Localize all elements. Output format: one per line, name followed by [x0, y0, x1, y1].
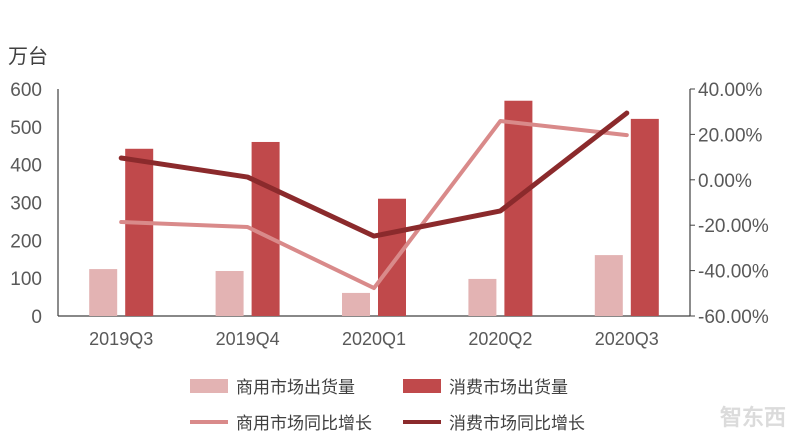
line-consumer-growth: [118, 110, 630, 239]
bar-consumer: [125, 148, 154, 316]
y-left-tick-label: 500: [10, 118, 42, 139]
legend-swatch: [403, 378, 441, 393]
y-right-tick-label: -60.00%: [698, 307, 769, 328]
bar-consumer: [504, 100, 533, 316]
y-right-tick-label: 20.00%: [698, 125, 763, 146]
y-left-tick-label: 200: [10, 231, 42, 252]
y-left-tick-label: 300: [10, 194, 42, 215]
x-tick-label: 2019Q4: [216, 329, 280, 349]
y-right-tick-label: 40.00%: [698, 80, 763, 101]
legend-item-1: 消费市场出货量: [403, 373, 568, 398]
bar-commercial: [594, 255, 623, 316]
bar-consumer: [378, 198, 406, 316]
legend-label: 商用市场同比增长: [236, 414, 372, 434]
line-commercial-growth: [119, 119, 629, 291]
bar-consumer: [630, 118, 659, 316]
y-right-tick-label: -20.00%: [698, 216, 769, 237]
y-left-tick-label: 0: [31, 307, 42, 328]
legend-item-2: 商用市场同比增长: [190, 409, 372, 434]
y-right-tick-label: -40.00%: [698, 262, 769, 283]
bar-commercial: [468, 278, 497, 316]
bar-commercial: [89, 269, 118, 316]
y-left-tick-label: 600: [10, 80, 42, 101]
y-left-tick-label: 400: [10, 156, 42, 177]
legend-label: 商用市场出货量: [236, 378, 355, 398]
legend-item-3: 消费市场同比增长: [403, 409, 585, 434]
watermark-logo: 智东西: [719, 406, 786, 431]
bar-commercial: [342, 292, 370, 316]
legend-swatch: [403, 419, 441, 424]
x-tick-label: 2020Q2: [468, 329, 532, 349]
legend-label: 消费市场出货量: [449, 378, 568, 398]
legend-swatch: [190, 378, 228, 393]
legend-swatch: [190, 419, 228, 424]
x-tick-label: 2020Q1: [342, 329, 406, 349]
legend-label: 消费市场同比增长: [449, 414, 585, 434]
y-right-tick-label: 0.00%: [698, 171, 752, 192]
x-tick-label: 2019Q3: [89, 329, 153, 349]
x-tick-label: 2020Q3: [595, 329, 659, 349]
y-left-unit: 万台: [8, 44, 48, 68]
legend-item-0: 商用市场出货量: [190, 373, 355, 398]
y-left-tick-label: 100: [10, 269, 42, 290]
bar-commercial: [215, 270, 244, 316]
